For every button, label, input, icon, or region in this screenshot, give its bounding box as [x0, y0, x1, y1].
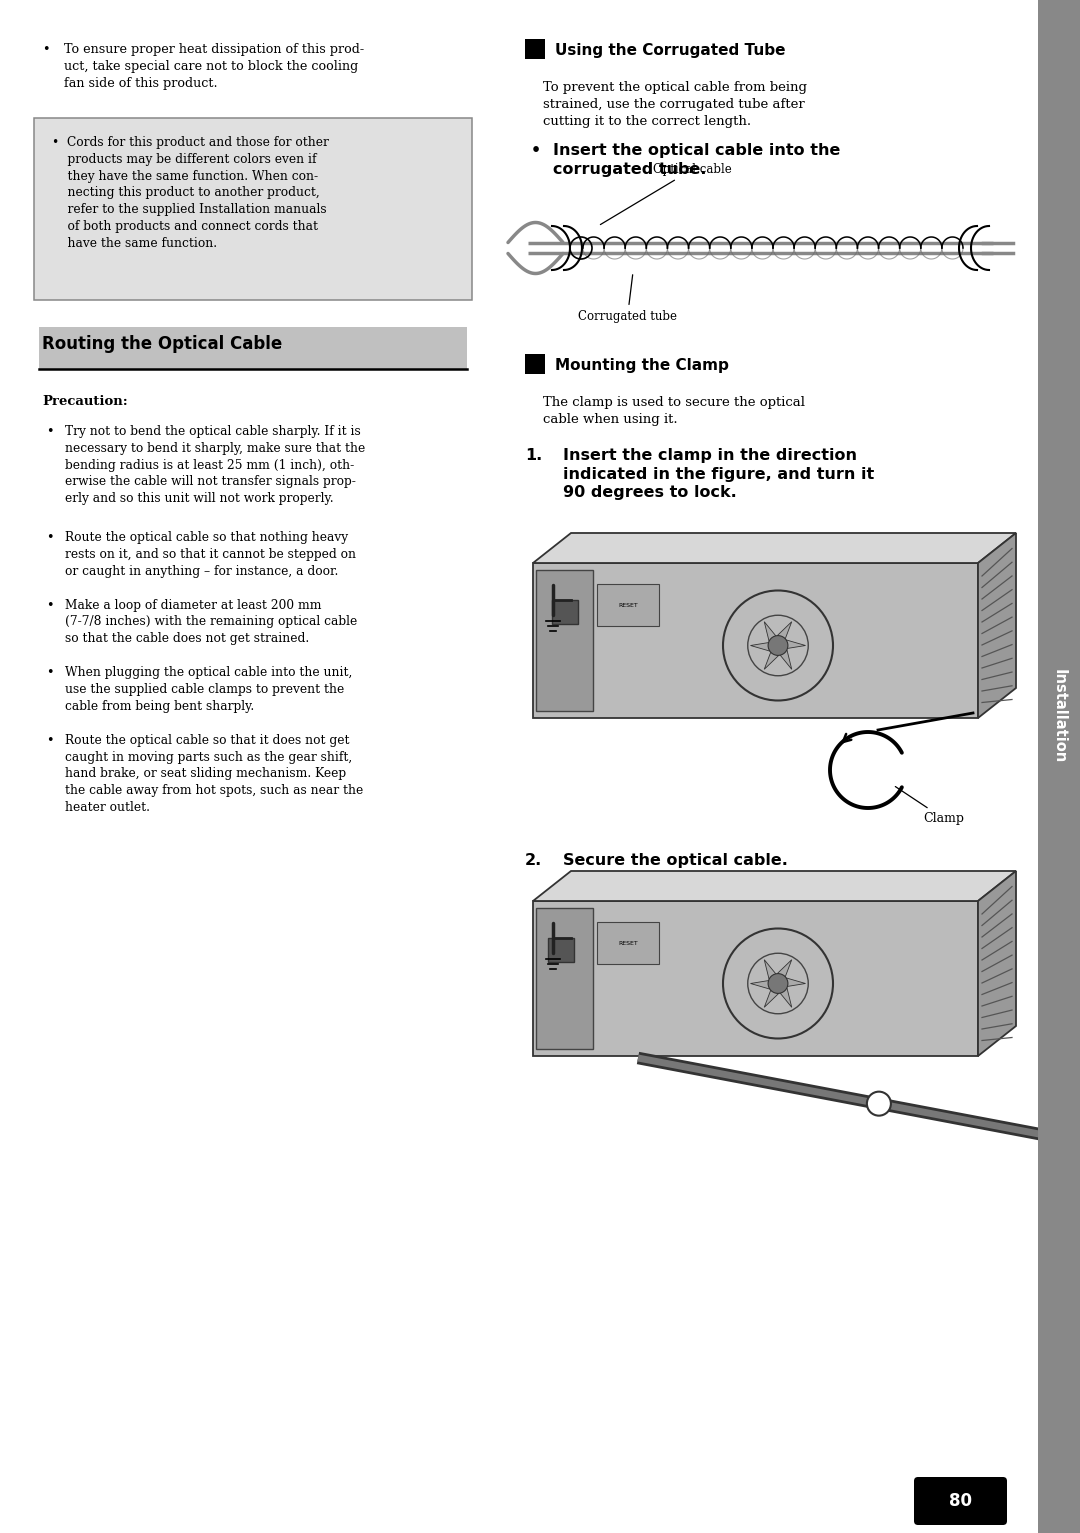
- Polygon shape: [751, 981, 770, 989]
- Text: •: •: [46, 530, 54, 544]
- Text: To prevent the optical cable from being
strained, use the corrugated tube after
: To prevent the optical cable from being …: [543, 81, 807, 127]
- Text: Clamp: Clamp: [895, 786, 964, 825]
- Text: Installation: Installation: [1052, 670, 1067, 763]
- FancyBboxPatch shape: [914, 1476, 1007, 1525]
- Text: •: •: [46, 734, 54, 747]
- Polygon shape: [978, 871, 1016, 1056]
- Text: Make a loop of diameter at least 200 mm
(7-7/8 inches) with the remaining optica: Make a loop of diameter at least 200 mm …: [65, 598, 357, 645]
- Text: •: •: [46, 667, 54, 679]
- Polygon shape: [765, 960, 775, 980]
- Polygon shape: [765, 652, 779, 670]
- Polygon shape: [534, 871, 1016, 901]
- Text: •: •: [531, 143, 541, 158]
- Text: Try not to bend the optical cable sharply. If it is
necessary to bend it sharply: Try not to bend the optical cable sharpl…: [65, 425, 365, 506]
- Text: The clamp is used to secure the optical
cable when using it.: The clamp is used to secure the optical …: [543, 396, 805, 426]
- Polygon shape: [786, 978, 806, 986]
- Text: Precaution:: Precaution:: [42, 396, 127, 408]
- Text: Route the optical cable so that nothing heavy
rests on it, and so that it cannot: Route the optical cable so that nothing …: [65, 530, 356, 578]
- Text: Corrugated tube: Corrugated tube: [578, 274, 677, 323]
- Polygon shape: [534, 533, 1016, 563]
- Text: Insert the optical cable into the
corrugated tube.: Insert the optical cable into the corrug…: [553, 143, 840, 176]
- Text: Using the Corrugated Tube: Using the Corrugated Tube: [555, 43, 785, 58]
- Text: •: •: [46, 425, 54, 438]
- Text: 80: 80: [948, 1492, 972, 1510]
- Text: Secure the optical cable.: Secure the optical cable.: [563, 852, 788, 868]
- Text: Optical cable: Optical cable: [600, 162, 732, 224]
- FancyBboxPatch shape: [534, 563, 978, 717]
- FancyBboxPatch shape: [39, 327, 467, 369]
- FancyBboxPatch shape: [33, 118, 472, 300]
- Polygon shape: [778, 960, 792, 977]
- Text: Routing the Optical Cable: Routing the Optical Cable: [42, 336, 282, 353]
- Polygon shape: [978, 533, 1016, 717]
- Polygon shape: [780, 987, 792, 1007]
- Text: •  Cords for this product and those for other
    products may be different colo: • Cords for this product and those for o…: [52, 136, 329, 250]
- Circle shape: [768, 973, 788, 993]
- Text: •: •: [42, 43, 50, 57]
- Circle shape: [768, 636, 788, 656]
- Text: Route the optical cable so that it does not get
caught in moving parts such as t: Route the optical cable so that it does …: [65, 734, 363, 814]
- FancyBboxPatch shape: [536, 908, 593, 1049]
- Text: RESET: RESET: [618, 941, 638, 946]
- FancyBboxPatch shape: [597, 584, 659, 625]
- Text: •: •: [46, 598, 54, 612]
- FancyBboxPatch shape: [536, 570, 593, 711]
- Polygon shape: [778, 622, 792, 639]
- FancyBboxPatch shape: [525, 38, 545, 58]
- FancyBboxPatch shape: [525, 354, 545, 374]
- FancyBboxPatch shape: [548, 938, 573, 963]
- Text: Mounting the Clamp: Mounting the Clamp: [555, 359, 729, 373]
- FancyBboxPatch shape: [534, 901, 978, 1056]
- FancyBboxPatch shape: [1038, 0, 1080, 1533]
- Polygon shape: [786, 639, 806, 648]
- Polygon shape: [780, 650, 792, 670]
- Circle shape: [867, 1091, 891, 1116]
- Text: When plugging the optical cable into the unit,
use the supplied cable clamps to : When plugging the optical cable into the…: [65, 667, 352, 713]
- Text: RESET: RESET: [618, 602, 638, 607]
- Polygon shape: [751, 642, 770, 652]
- FancyBboxPatch shape: [597, 921, 659, 964]
- Text: 1.: 1.: [525, 448, 542, 463]
- Polygon shape: [765, 990, 779, 1007]
- Text: 2.: 2.: [525, 852, 542, 868]
- Polygon shape: [765, 622, 775, 641]
- Text: To ensure proper heat dissipation of this prod-
uct, take special care not to bl: To ensure proper heat dissipation of thi…: [64, 43, 364, 89]
- FancyBboxPatch shape: [552, 599, 578, 624]
- Text: Insert the clamp in the direction
indicated in the figure, and turn it
90 degree: Insert the clamp in the direction indica…: [563, 448, 874, 500]
